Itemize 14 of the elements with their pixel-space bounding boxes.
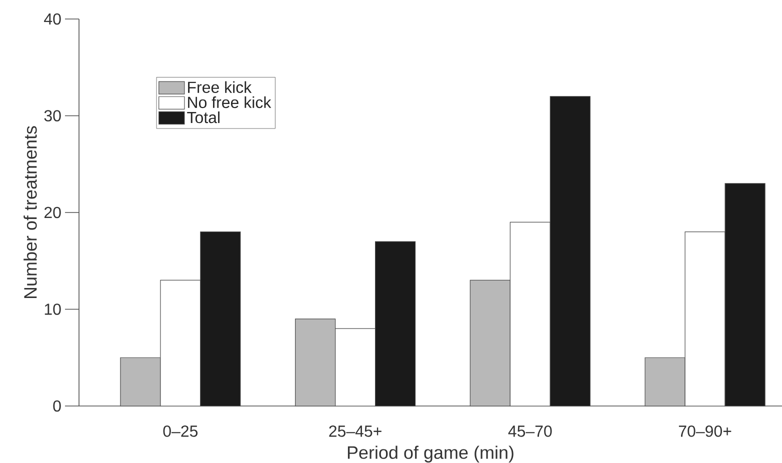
y-axis-title: Number of treatments xyxy=(24,126,37,298)
y-tick-label: 30 xyxy=(44,110,61,122)
x-axis-title: Period of game (min) xyxy=(348,446,514,462)
y-tick-label: 0 xyxy=(53,400,61,412)
legend-label: Free kick xyxy=(188,81,252,93)
x-tick-label: 45–70 xyxy=(508,426,552,437)
legend-label: No free kick xyxy=(188,96,272,108)
legend-label: Total xyxy=(187,111,220,124)
y-tick-label: 20 xyxy=(44,206,61,218)
x-tick-label: 25–45+ xyxy=(329,426,382,437)
y-tick-label: 40 xyxy=(44,13,61,25)
x-tick-label: 0–25 xyxy=(163,426,198,437)
y-tick-label: 10 xyxy=(44,304,61,315)
x-tick-label: 70–90+ xyxy=(678,426,732,437)
